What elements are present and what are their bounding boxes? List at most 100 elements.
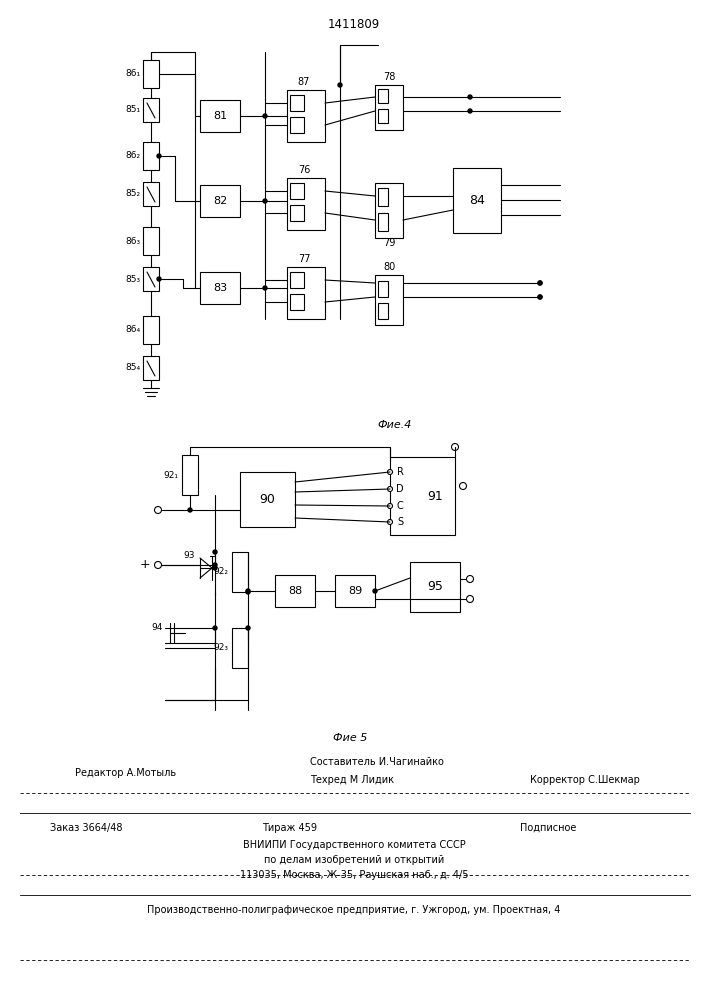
Bar [375,183,403,238]
Bar [290,183,304,199]
Text: 91: 91 [428,489,443,502]
Text: C: C [397,501,404,511]
Bar [335,575,375,607]
Text: Техред М Лидик: Техред М Лидик [310,775,394,785]
Bar [287,178,325,230]
Bar [143,142,159,170]
Circle shape [387,470,392,475]
Circle shape [338,83,342,87]
Text: 86₄: 86₄ [125,326,140,334]
Text: 86₁: 86₁ [125,70,140,79]
Circle shape [468,95,472,99]
Circle shape [452,444,459,450]
Text: 85₄: 85₄ [125,363,140,372]
Text: 85₃: 85₃ [125,274,140,284]
Bar [143,356,159,380]
Text: Фие.4: Фие.4 [378,420,412,430]
Text: Подписное: Подписное [520,823,576,833]
Text: Заказ 3664/48: Заказ 3664/48 [50,823,122,833]
Text: 87: 87 [298,77,310,87]
Circle shape [387,504,392,508]
Bar [200,272,240,304]
Text: 78: 78 [382,72,395,82]
Circle shape [155,562,161,568]
Text: 83: 83 [213,283,227,293]
Text: 95: 95 [427,580,443,593]
Text: 1411809: 1411809 [328,18,380,31]
Circle shape [538,295,542,299]
Bar [143,267,159,291]
Text: 79: 79 [382,238,395,248]
Circle shape [538,281,542,285]
Text: D: D [396,484,404,494]
Circle shape [460,483,467,489]
Text: 94: 94 [151,624,163,633]
Text: Тираж 459: Тираж 459 [262,823,317,833]
Text: 81: 81 [213,111,227,121]
Circle shape [213,550,217,554]
Bar [275,575,315,607]
Text: по делам изобретений и открытий: по делам изобретений и открытий [264,855,444,865]
Bar [378,109,388,123]
Circle shape [246,590,250,594]
Bar [290,205,304,221]
Text: 77: 77 [298,254,310,264]
Circle shape [213,563,217,567]
Text: Редактор А.Мотыль: Редактор А.Мотыль [75,768,176,778]
Circle shape [538,281,542,285]
Text: +: + [139,558,150,572]
Text: Фие 5: Фие 5 [333,733,367,743]
Text: 113035, Москва, Ж-35, Раушская наб., д. 4/5: 113035, Москва, Ж-35, Раушская наб., д. … [240,870,468,880]
Bar [182,455,198,495]
Circle shape [155,506,161,514]
Text: 86₃: 86₃ [125,236,140,245]
Text: 76: 76 [298,165,310,175]
Text: 82: 82 [213,196,227,206]
Bar [287,90,325,142]
Bar [378,281,388,297]
Circle shape [157,154,161,158]
Circle shape [467,595,474,602]
Text: ВНИИПИ Государственного комитета СССР: ВНИИПИ Государственного комитета СССР [243,840,465,850]
Text: Корректор С.Шекмар: Корректор С.Шекмар [530,775,640,785]
Text: 93: 93 [184,552,195,560]
Bar [290,117,304,133]
Circle shape [387,487,392,491]
Text: 85₁: 85₁ [125,105,140,114]
Bar [232,628,248,668]
Circle shape [157,277,161,281]
Bar [375,85,403,130]
Text: R: R [397,467,404,477]
Bar [378,89,388,103]
Bar [143,182,159,206]
Bar [390,457,455,535]
Circle shape [373,589,377,593]
Bar [378,188,388,206]
Bar [143,60,159,88]
Bar [410,562,460,612]
Bar [375,275,403,325]
Circle shape [213,626,217,630]
Text: Составитель И.Чагинайко: Составитель И.Чагинайко [310,757,444,767]
Bar [287,267,325,319]
Bar [290,272,304,288]
Bar [200,100,240,132]
Circle shape [188,508,192,512]
Text: S: S [397,517,403,527]
Bar [240,472,295,527]
Bar [453,168,501,233]
Text: Производственно-полиграфическое предприятие, г. Ужгород, ум. Проектная, 4: Производственно-полиграфическое предприя… [147,905,561,915]
Circle shape [263,114,267,118]
Text: 92₂: 92₂ [213,568,228,576]
Circle shape [467,576,474,582]
Circle shape [468,109,472,113]
Text: 89: 89 [348,586,362,596]
Circle shape [213,566,217,570]
Text: 84: 84 [469,194,485,207]
Circle shape [263,286,267,290]
Bar [143,227,159,255]
Circle shape [387,520,392,524]
Bar [143,98,159,122]
Bar [378,213,388,231]
Text: 88: 88 [288,586,302,596]
